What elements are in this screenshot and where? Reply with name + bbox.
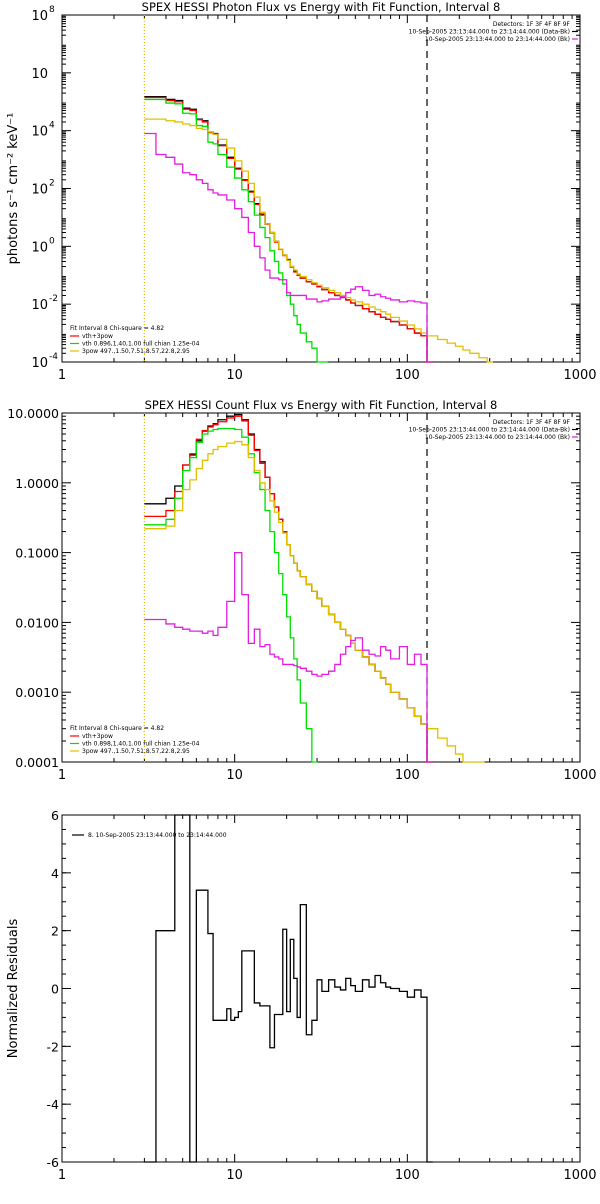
legend-top-entry: 10-Sep-2005 23:13:44.000 to 23:14:44.000… [425, 434, 570, 441]
series-line-4 [144, 440, 485, 763]
y-axis-label: photons s⁻¹ cm⁻² keV⁻¹ [6, 113, 21, 265]
x-tick-label: 10 [226, 1168, 243, 1183]
legend-bottom-entry: vth 0.896,1.40,1.00 full chian 1.25e-04 [82, 341, 200, 348]
legend-top-entry: 10-Sep-2005 23:13:44.000 to 23:14:44.000… [409, 29, 570, 36]
series-line-5 [144, 132, 433, 363]
series-line-3 [144, 98, 328, 363]
legend-bottom-entry: vth+3pow [82, 333, 113, 340]
series-line-1 [144, 413, 433, 763]
x-tick-label: 100 [395, 768, 420, 783]
y-tick-label: 10.0000 [7, 406, 59, 421]
y-tick-label: 4 [51, 866, 59, 881]
y-tick-exponent: -4 [49, 352, 58, 362]
chart-title: SPEX HESSI Photon Flux vs Energy with Fi… [142, 0, 501, 14]
y-tick-label: 6 [51, 808, 59, 823]
x-tick-label: 1 [58, 368, 66, 383]
series-line-5 [144, 551, 433, 763]
chart-title: SPEX HESSI Count Flux vs Energy with Fit… [145, 398, 498, 412]
y-tick-label: 10 [31, 125, 48, 140]
legend-bottom-entry: 3pow 497.,1.50,7.51,8.57,22.8,2.95 [82, 748, 190, 755]
legend-bottom-entry: vth 0.898,1.40,1.00 full chian 1.25e-04 [82, 741, 200, 748]
legend-top-entry: 10-Sep-2005 23:13:44.000 to 23:14:44.000… [409, 427, 570, 434]
x-tick-label: 1000 [563, 1168, 596, 1183]
x-tick-label: 100 [395, 1168, 420, 1183]
y-tick-label: 0.1000 [15, 546, 59, 561]
y-tick-exponent: 2 [49, 179, 55, 189]
x-tick-label: 10 [226, 368, 243, 383]
y-tick-label: -4 [47, 1097, 60, 1112]
y-tick-label: 0.0010 [15, 685, 59, 700]
plot-frame [61, 14, 581, 363]
y-tick-label: 0.0001 [15, 755, 59, 770]
y-tick-label: 10 [31, 9, 48, 24]
y-tick-label: -6 [47, 1155, 60, 1170]
legend-entry: 8. 10-Sep-2005 23:13:44.000 to 23:14:44.… [88, 832, 227, 839]
x-tick-label: 1 [58, 1168, 66, 1183]
legend-bottom-entry: 3pow 497.,1.50,7.51,8.57,22.8,2.95 [82, 348, 190, 355]
y-tick-label: 10 [31, 356, 48, 371]
y-axis-label: Normalized Residuals [6, 919, 21, 1059]
y-tick-label: 1.0000 [15, 476, 59, 491]
y-tick-label: 2 [51, 924, 59, 939]
legend-top-entry: Detectors: 1F 3F 4F 8F 9F [493, 419, 571, 426]
y-tick-label: 0 [51, 982, 59, 997]
plot-frame [61, 412, 581, 763]
y-tick-label: -2 [47, 1039, 59, 1054]
y-tick-label: 10 [31, 183, 48, 198]
series-line-3 [144, 427, 318, 763]
plot-frame [61, 814, 581, 1163]
x-tick-label: 1000 [563, 368, 596, 383]
x-tick-label: 1 [58, 768, 66, 783]
legend-bottom-entry: vth+3pow [82, 733, 113, 740]
chart-panel-1: SPEX HESSI Photon Flux vs Energy with Fi… [6, 0, 597, 383]
series-line-1 [144, 814, 433, 1163]
y-tick-exponent: -2 [49, 294, 58, 304]
series-line-1 [144, 96, 433, 363]
x-tick-label: 100 [395, 368, 420, 383]
y-tick-label: 0.0100 [15, 615, 59, 630]
series-line-2 [144, 96, 433, 363]
x-tick-label: 1000 [563, 768, 596, 783]
legend-bottom-header: Fit Interval 8 Chi-square = 4.82 [70, 725, 164, 732]
y-tick-label: 10 [31, 240, 48, 255]
y-tick-exponent: 8 [49, 5, 55, 15]
legend-top-entry: 10-Sep-2005 23:13:44.000 to 23:14:44.000… [425, 36, 570, 43]
chart-panel-2: SPEX HESSI Count Flux vs Energy with Fit… [7, 398, 596, 783]
series-line-2 [144, 415, 433, 763]
x-tick-label: 10 [226, 768, 243, 783]
series-line-4 [144, 118, 493, 363]
y-tick-label: 10 [31, 67, 48, 82]
y-tick-exponent: 0 [49, 236, 55, 246]
legend-bottom-header: Fit Interval 8 Chi-square = 4.82 [70, 325, 164, 332]
legend-top-entry: Detectors: 1F 3F 4F 8F 9F [493, 21, 571, 28]
y-tick-label: 10 [31, 298, 48, 313]
y-tick-exponent: 4 [49, 121, 55, 131]
chart-panel-3: 1 10 100 1000 -6 -4 -2 0 2 4 6 Normalized Residuals… [6, 808, 597, 1183]
